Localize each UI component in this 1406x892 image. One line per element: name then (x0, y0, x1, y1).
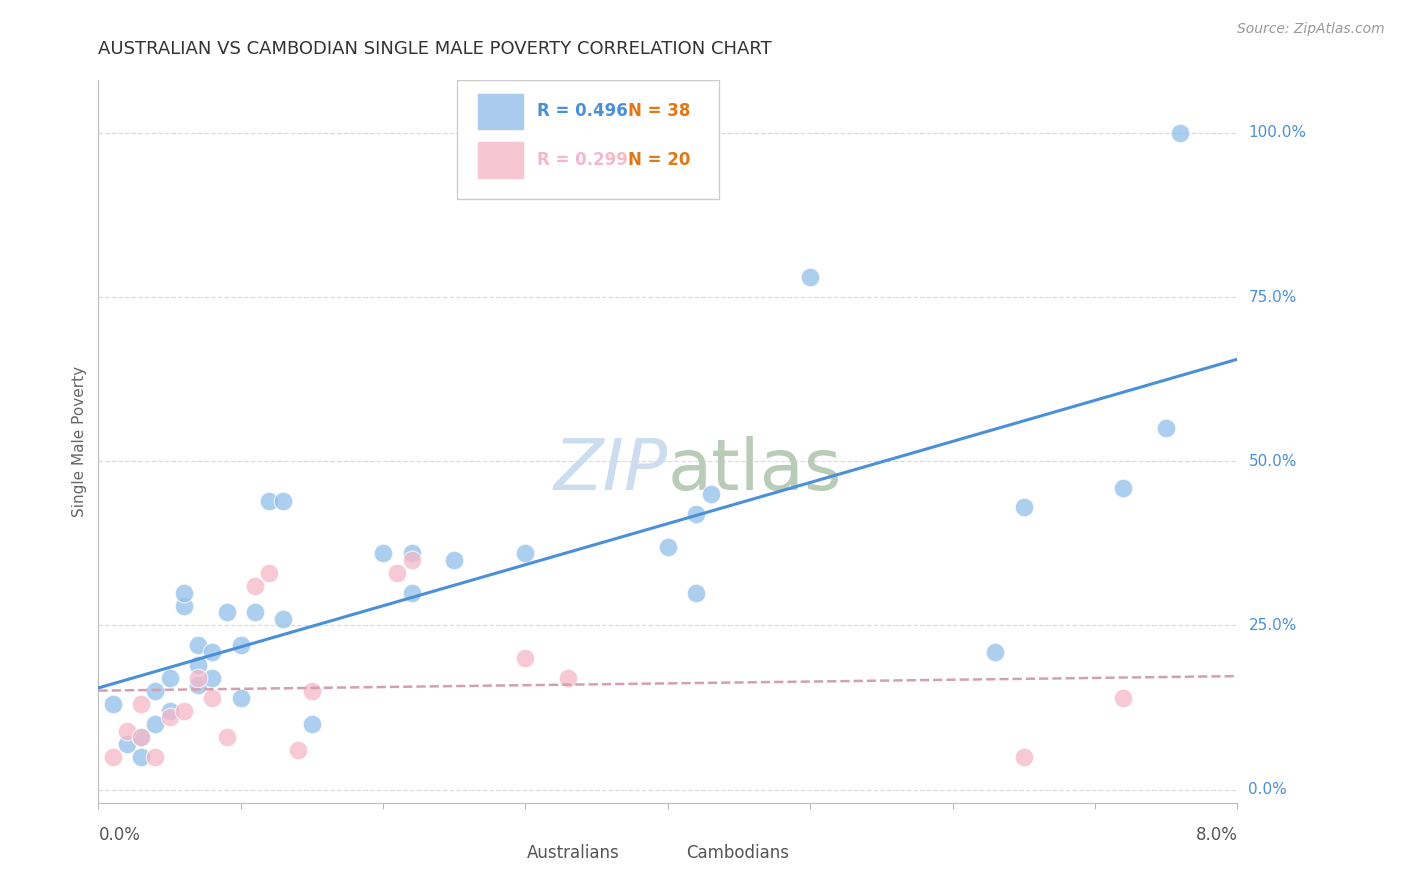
Point (229, 690, 252, 705)
Point (1112, 690, 1135, 705)
Point (187, 638, 209, 652)
Point (401, 546, 423, 560)
Point (1012, 500, 1035, 515)
Text: AUSTRALIAN VS CAMBODIAN SINGLE MALE POVERTY CORRELATION CHART: AUSTRALIAN VS CAMBODIAN SINGLE MALE POVE… (98, 40, 772, 58)
Point (685, 507, 707, 521)
Point (799, 270, 821, 285)
FancyBboxPatch shape (485, 842, 522, 863)
Point (387, 566, 409, 580)
Point (984, 645, 1007, 659)
Point (159, 704, 181, 718)
FancyBboxPatch shape (477, 141, 524, 178)
Point (201, 671, 224, 685)
Point (101, 749, 124, 764)
Y-axis label: Single Male Poverty: Single Male Poverty (72, 366, 87, 517)
Point (229, 638, 252, 652)
Point (115, 737, 138, 751)
Point (115, 723, 138, 738)
Point (515, 651, 537, 665)
Point (129, 749, 152, 764)
Text: ZIP: ZIP (554, 436, 668, 505)
Point (401, 585, 423, 599)
Point (657, 540, 679, 554)
Text: 0.0%: 0.0% (1249, 782, 1286, 797)
Point (129, 730, 152, 744)
Point (187, 657, 209, 672)
Point (215, 605, 238, 619)
Point (401, 553, 423, 567)
Point (129, 730, 152, 744)
Text: Cambodians: Cambodians (686, 844, 789, 862)
Point (187, 671, 209, 685)
Point (1012, 749, 1035, 764)
FancyBboxPatch shape (457, 80, 718, 200)
Text: R = 0.299: R = 0.299 (537, 151, 627, 169)
Text: N = 38: N = 38 (628, 103, 690, 120)
Point (173, 585, 195, 599)
Point (515, 546, 537, 560)
Point (145, 717, 167, 731)
Point (287, 743, 309, 757)
Point (145, 749, 167, 764)
Point (699, 487, 721, 501)
Point (685, 585, 707, 599)
Text: N = 20: N = 20 (628, 151, 690, 169)
Point (243, 605, 266, 619)
Text: 8.0%: 8.0% (1195, 826, 1237, 844)
Point (273, 493, 295, 508)
Point (1112, 481, 1135, 495)
Point (145, 684, 167, 698)
Text: R = 0.496: R = 0.496 (537, 103, 627, 120)
Point (187, 677, 209, 691)
FancyBboxPatch shape (477, 93, 524, 130)
Text: 0.0%: 0.0% (98, 826, 141, 844)
Point (159, 710, 181, 724)
Point (243, 579, 266, 593)
Text: atlas: atlas (668, 436, 842, 505)
Text: 50.0%: 50.0% (1249, 454, 1296, 468)
Point (201, 690, 224, 705)
Point (259, 566, 281, 580)
Point (173, 599, 195, 613)
Point (215, 730, 238, 744)
Point (1170, 126, 1192, 140)
Point (1154, 421, 1177, 435)
Point (557, 671, 579, 685)
Point (301, 684, 323, 698)
Text: 25.0%: 25.0% (1249, 618, 1296, 633)
Text: Source: ZipAtlas.com: Source: ZipAtlas.com (1237, 22, 1385, 37)
Text: Australians: Australians (527, 844, 620, 862)
Text: 100.0%: 100.0% (1249, 126, 1306, 140)
Point (173, 704, 195, 718)
Point (273, 612, 295, 626)
Point (371, 546, 394, 560)
Point (443, 553, 465, 567)
Point (101, 698, 124, 712)
Point (201, 645, 224, 659)
Text: 75.0%: 75.0% (1249, 290, 1296, 304)
Point (159, 671, 181, 685)
Point (301, 717, 323, 731)
FancyBboxPatch shape (645, 842, 682, 863)
Point (259, 493, 281, 508)
Point (129, 698, 152, 712)
